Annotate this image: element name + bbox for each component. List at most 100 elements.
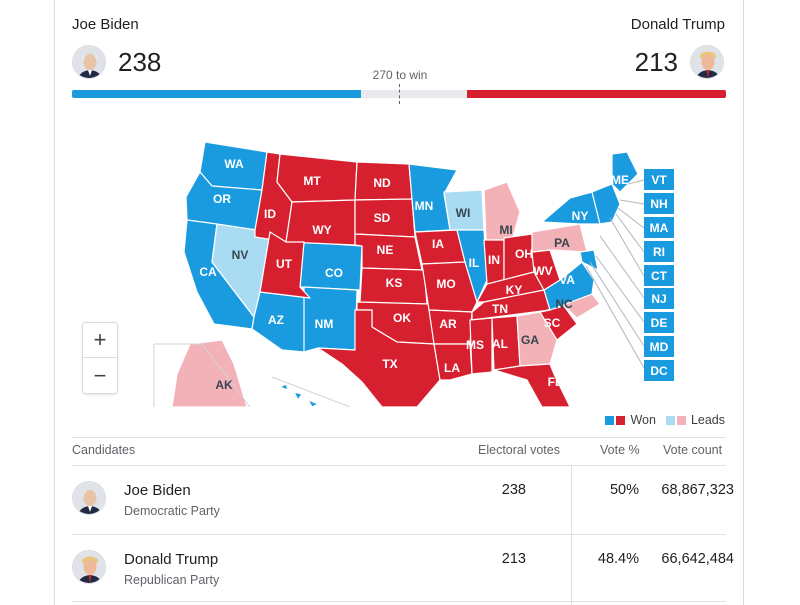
trump-electoral-total: 213 — [634, 47, 678, 77]
svg-text:IN: IN — [488, 253, 500, 267]
state-ga[interactable] — [516, 311, 558, 367]
state-mi[interactable] — [483, 181, 521, 241]
svg-text:KY: KY — [506, 283, 523, 297]
table-row-divider — [72, 534, 726, 535]
legend-won-label: Won — [630, 413, 656, 427]
svg-text:NH: NH — [650, 197, 667, 211]
trump-progress-bar — [467, 90, 726, 98]
svg-text:ND: ND — [373, 176, 391, 190]
svg-text:SD: SD — [374, 211, 391, 225]
svg-text:FL: FL — [548, 375, 563, 389]
state-ak[interactable] — [171, 339, 248, 407]
svg-text:AK: AK — [215, 378, 233, 392]
table-row-trump-vote-count: 66,642,484 — [661, 551, 734, 567]
table-row-biden-avatar — [72, 481, 106, 515]
biden-progress-bar — [72, 90, 361, 98]
svg-text:CT: CT — [651, 269, 668, 283]
svg-text:NY: NY — [572, 209, 589, 223]
state-md-de[interactable] — [579, 249, 599, 271]
state-pa[interactable] — [531, 223, 588, 253]
svg-text:WV: WV — [533, 264, 552, 278]
to-win-label: 270 to win — [372, 68, 428, 82]
state-la[interactable] — [433, 343, 473, 381]
svg-text:VT: VT — [651, 173, 667, 187]
svg-text:AR: AR — [439, 317, 457, 331]
svg-text:NC: NC — [555, 297, 573, 311]
state-hi[interactable] — [279, 383, 319, 407]
panel-border-right — [743, 0, 744, 605]
legend-rep-won-swatch — [616, 415, 626, 425]
svg-text:TX: TX — [382, 357, 397, 371]
table-column-divider — [571, 465, 572, 605]
svg-text:MA: MA — [650, 221, 669, 235]
header-vote-count: Vote count — [663, 443, 723, 457]
header-electoral-votes: Electoral votes — [478, 443, 560, 457]
svg-text:CA: CA — [199, 265, 217, 279]
state-ms[interactable] — [469, 317, 493, 375]
svg-text:NE: NE — [377, 243, 394, 257]
svg-text:ME: ME — [611, 173, 629, 187]
zoom-in-button[interactable]: + — [83, 323, 117, 358]
svg-text:TN: TN — [492, 302, 508, 316]
svg-text:MS: MS — [466, 338, 484, 352]
svg-text:CO: CO — [325, 266, 343, 280]
map-legend: Won Leads — [605, 413, 725, 427]
svg-text:IA: IA — [432, 237, 444, 251]
svg-text:LA: LA — [444, 361, 460, 375]
svg-text:GA: GA — [521, 333, 539, 347]
svg-text:MI: MI — [499, 223, 512, 237]
table-row-biden-vote-pct: 50% — [609, 482, 639, 498]
svg-text:AZ: AZ — [268, 313, 284, 327]
svg-text:ID: ID — [264, 207, 276, 221]
svg-text:IL: IL — [469, 256, 480, 270]
header-candidates: Candidates — [72, 443, 136, 457]
svg-text:KS: KS — [386, 276, 403, 290]
svg-text:NM: NM — [315, 317, 334, 331]
results-table-header: Candidates Electoral votes Vote % Vote c… — [72, 443, 726, 465]
state-ut[interactable] — [259, 231, 311, 299]
svg-text:OK: OK — [393, 311, 411, 325]
legend-dem-leads-swatch — [665, 415, 675, 425]
svg-text:WA: WA — [224, 157, 244, 171]
svg-text:DE: DE — [651, 316, 668, 330]
zoom-out-button[interactable]: − — [93, 362, 107, 388]
biden-electoral-total: 238 — [118, 47, 162, 77]
svg-text:NV: NV — [232, 248, 249, 262]
state-mo[interactable] — [421, 261, 478, 313]
legend-leads-label: Leads — [690, 413, 725, 427]
state-il[interactable] — [456, 229, 488, 303]
table-row-trump-vote-pct: 48.4% — [597, 551, 639, 567]
svg-text:NJ: NJ — [651, 292, 666, 306]
svg-text:PA: PA — [554, 236, 570, 250]
svg-text:MN: MN — [415, 199, 434, 213]
table-row-biden-electoral-votes: 238 — [501, 482, 526, 498]
zoom-controls: + − — [82, 322, 118, 394]
table-row-biden-vote-count: 68,867,323 — [661, 482, 734, 498]
electoral-map[interactable]: WA OR CA NV ID MT WY UT CO AZ NM ND SD N… — [72, 112, 726, 407]
legend-rep-leads-swatch — [676, 415, 686, 425]
table-row-trump-name: Donald Trump — [124, 551, 219, 568]
svg-text:SC: SC — [544, 316, 561, 330]
biden-name-header: Joe Biden — [72, 16, 139, 33]
svg-text:RI: RI — [653, 245, 665, 259]
svg-text:MD: MD — [650, 340, 669, 354]
table-row-biden-party: Democratic Party — [124, 504, 220, 518]
state-me[interactable] — [611, 151, 639, 193]
state-fl[interactable] — [493, 363, 571, 407]
table-bottom-divider — [72, 601, 726, 602]
trump-name-header: Donald Trump — [630, 16, 725, 33]
trump-avatar — [690, 45, 724, 79]
state-tx[interactable] — [317, 309, 441, 407]
svg-text:AL: AL — [492, 337, 508, 351]
svg-text:MO: MO — [436, 277, 455, 291]
table-row-trump-avatar — [72, 550, 106, 584]
svg-text:OH: OH — [515, 247, 533, 261]
svg-text:WY: WY — [312, 223, 331, 237]
panel-border-left — [54, 0, 55, 605]
table-top-divider — [72, 437, 726, 438]
svg-text:OR: OR — [213, 192, 231, 206]
state-ne-cluster[interactable] — [591, 183, 621, 225]
biden-avatar — [72, 45, 106, 79]
us-map-svg: WA OR CA NV ID MT WY UT CO AZ NM ND SD N… — [153, 141, 674, 407]
svg-text:WI: WI — [456, 206, 471, 220]
